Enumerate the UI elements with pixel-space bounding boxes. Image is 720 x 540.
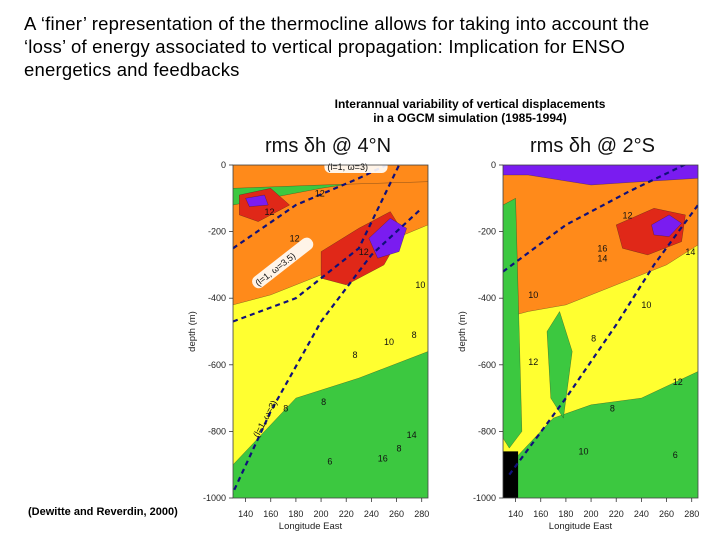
panel-title: rms δh @ 4°N: [265, 135, 391, 157]
contour-label: 16: [378, 453, 388, 463]
contour-label: 14: [685, 247, 695, 257]
contour-label: 12: [528, 357, 538, 367]
contour-label: 8: [353, 350, 358, 360]
contour-label: 10: [415, 280, 425, 290]
y-tick-label: -600: [478, 360, 496, 370]
y-tick-label: 0: [221, 160, 226, 170]
contour-label: 8: [591, 334, 596, 344]
y-axis-label: depth (m): [187, 311, 198, 352]
y-tick-label: 0: [491, 160, 496, 170]
x-tick-label: 200: [314, 509, 329, 519]
x-tick-label: 200: [584, 509, 599, 519]
contour-label: 12: [673, 377, 683, 387]
ray-path: [503, 165, 687, 273]
x-tick-label: 220: [339, 509, 354, 519]
contour-region: [503, 197, 523, 449]
contour-region: [503, 165, 698, 186]
contour-region: [245, 194, 269, 207]
contour-label: 14: [407, 430, 417, 440]
x-tick-label: 260: [659, 509, 674, 519]
plot-frame: [502, 164, 699, 499]
y-tick-label: -400: [478, 293, 496, 303]
panel-title: rms δh @ 2°S: [530, 135, 655, 157]
contour-label: 6: [673, 450, 678, 460]
x-tick-label: 260: [389, 509, 404, 519]
x-tick-label: 140: [508, 509, 523, 519]
x-tick-label: 240: [634, 509, 649, 519]
x-tick-label: 160: [533, 509, 548, 519]
contour-label: 10: [579, 447, 589, 457]
contour-label: 8: [283, 403, 288, 413]
caption-line-1: Interannual variability of vertical disp…: [334, 97, 606, 111]
contour-region: [546, 310, 573, 419]
ray-path: [508, 204, 698, 476]
contour-label: 12: [623, 210, 633, 220]
ray-path-label: (l=1, ω=3): [324, 160, 388, 173]
contour-label: 8: [412, 330, 417, 340]
y-tick-label: -200: [208, 227, 226, 237]
heatmap-field: [503, 165, 698, 498]
panel-1: rms δh @ 4°N(l=1, ω=3)(l=1, ω=3.5)(l=1, …: [187, 135, 429, 532]
x-axis-label: Longitude East: [279, 521, 343, 532]
y-tick-label: -1000: [473, 493, 496, 503]
y-axis-label: depth (m): [457, 311, 468, 352]
ray-path: [233, 165, 389, 250]
contour-label: 6: [327, 457, 332, 467]
contour-label: 12: [265, 207, 275, 217]
contour-label: 16: [597, 244, 607, 254]
contour-label: 14: [597, 254, 607, 264]
y-tick-label: -200: [478, 227, 496, 237]
contour-label: 8: [321, 397, 326, 407]
contour-label: 12: [315, 189, 325, 199]
contour-label: 10: [528, 290, 538, 300]
x-tick-label: 180: [288, 509, 303, 519]
y-tick-label: -800: [478, 426, 496, 436]
plot-frame: [232, 164, 429, 499]
contour-label: 8: [397, 443, 402, 453]
x-axis-label: Longitude East: [549, 521, 613, 532]
contour-label: 10: [641, 300, 651, 310]
x-tick-label: 160: [263, 509, 278, 519]
ray-path-label-text: (l=1, ω=3): [327, 162, 368, 172]
contour-label: 12: [359, 247, 369, 257]
x-tick-label: 220: [609, 509, 624, 519]
x-tick-label: 280: [414, 509, 429, 519]
contour-label: 12: [290, 234, 300, 244]
contour-region: [651, 214, 682, 237]
slide-title: A ‘finer’ representation of the thermocl…: [24, 13, 650, 80]
contour-label: 10: [384, 337, 394, 347]
source-credit: (Dewitte and Reverdin, 2000): [28, 506, 178, 518]
ray-path: [233, 207, 423, 496]
ray-path: [233, 165, 401, 323]
panel-2: rms δh @ 2°S1416128108126141012100-200-4…: [457, 135, 699, 532]
x-tick-label: 240: [364, 509, 379, 519]
y-tick-label: -800: [208, 426, 226, 436]
caption-line-2: in a OGCM simulation (1985-1994): [373, 111, 567, 125]
y-tick-label: -600: [208, 360, 226, 370]
x-tick-label: 140: [238, 509, 253, 519]
y-tick-label: -1000: [203, 493, 226, 503]
x-tick-label: 280: [684, 509, 699, 519]
contour-label: 8: [610, 403, 615, 413]
y-tick-label: -400: [208, 293, 226, 303]
x-tick-label: 180: [558, 509, 573, 519]
figure-caption: Interannual variability of vertical disp…: [230, 97, 710, 125]
